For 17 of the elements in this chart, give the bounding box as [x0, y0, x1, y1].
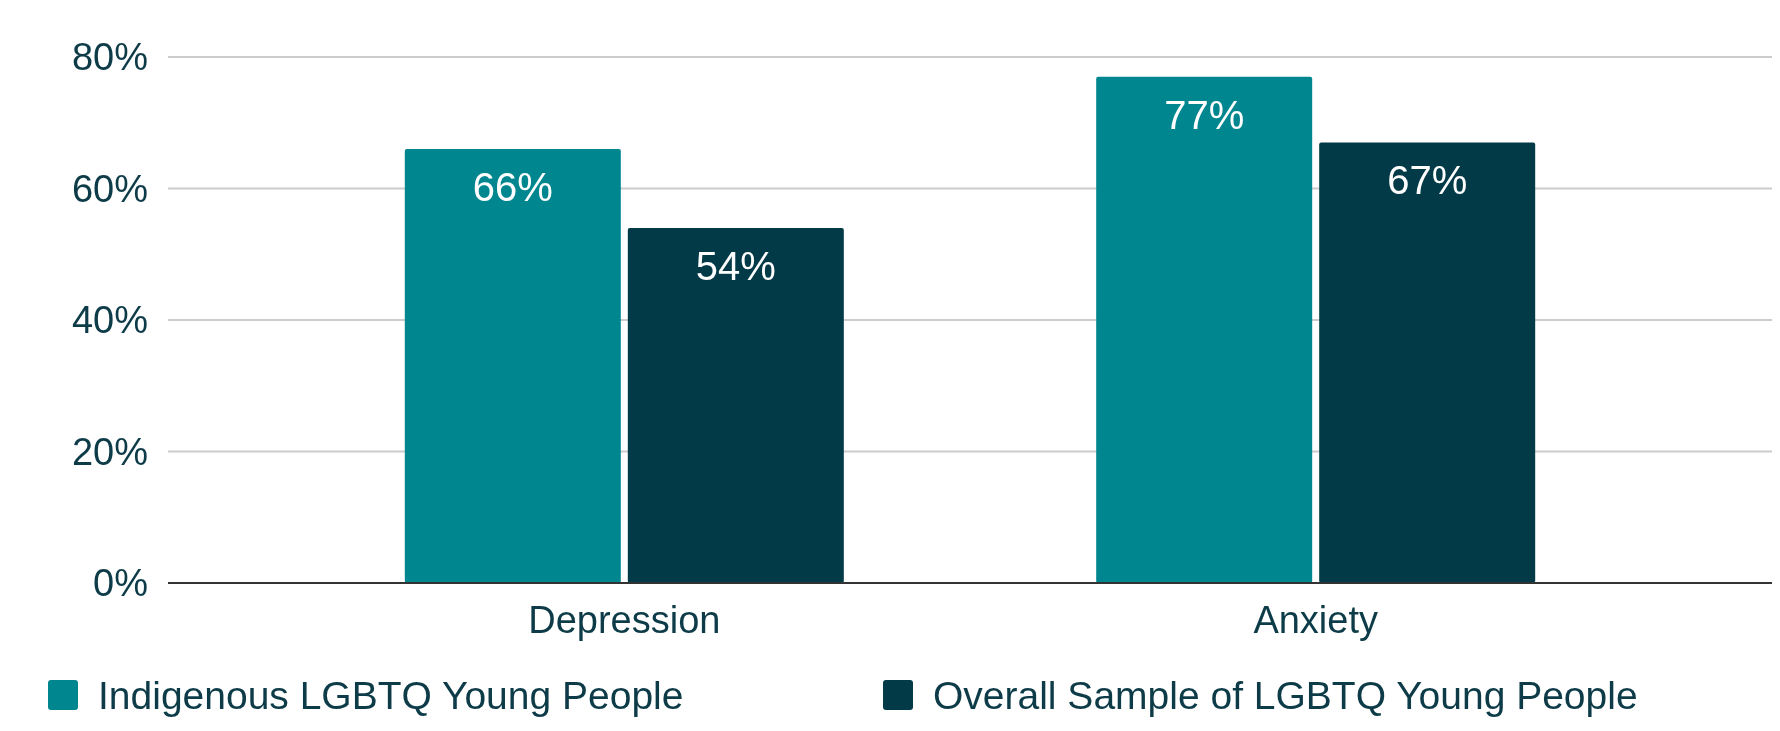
- y-tick-label: 80%: [71, 36, 148, 79]
- x-tick-label: Anxiety: [1253, 599, 1378, 641]
- text: 66%: [472, 165, 553, 210]
- text: 67%: [1387, 158, 1468, 203]
- y-tick-label: 40%: [71, 299, 148, 342]
- x-tick-label: Depression: [528, 599, 721, 641]
- bar: [1319, 142, 1536, 583]
- y-tick-label: 0%: [93, 562, 148, 605]
- text: 77%: [1164, 92, 1245, 137]
- y-tick-label: 60%: [71, 167, 148, 210]
- y-tick-label: 20%: [71, 430, 148, 473]
- bar: [1096, 76, 1313, 583]
- legend-label: Indigenous LGBTQ Young People: [98, 673, 684, 717]
- bar: [627, 227, 844, 583]
- legend-label: Overall Sample of LGBTQ Young People: [933, 673, 1638, 717]
- bar: [404, 149, 621, 583]
- text: 54%: [695, 243, 776, 288]
